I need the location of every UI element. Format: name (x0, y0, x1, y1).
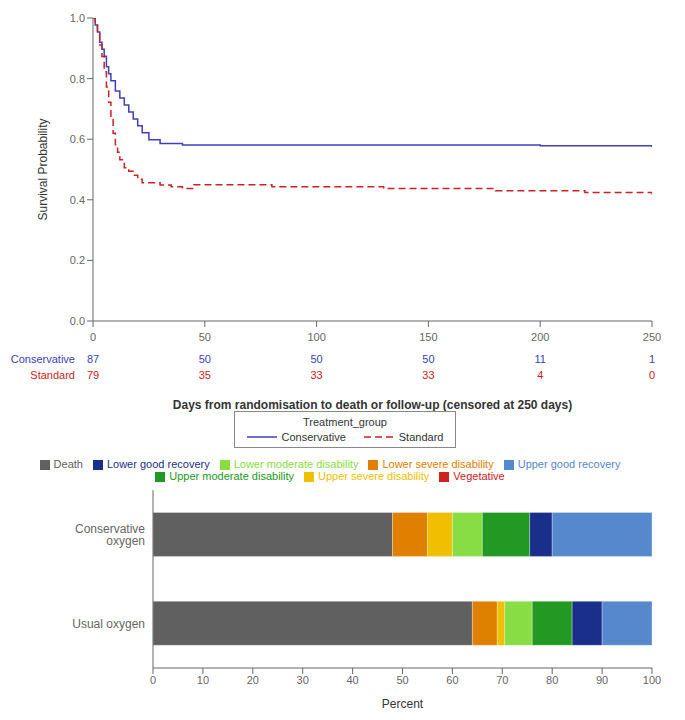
svg-text:50: 50 (310, 353, 322, 365)
svg-text:0: 0 (90, 331, 96, 343)
svg-text:0.2: 0.2 (70, 254, 85, 266)
svg-text:79: 79 (87, 369, 99, 381)
html-text:Standard: Standard (398, 431, 444, 443)
svg-text:50: 50 (199, 331, 211, 343)
svg-text:0.4: 0.4 (70, 194, 85, 206)
svg-text:0: 0 (150, 674, 156, 686)
svg-text:87: 87 (87, 353, 99, 365)
html-text:Vegetative: Vegetative (453, 470, 505, 483)
svg-text:90: 90 (596, 674, 608, 686)
svg-text:50: 50 (422, 353, 434, 365)
svg-text:Standard: Standard (30, 369, 75, 381)
svg-text:Survival Probability: Survival Probability (36, 118, 50, 220)
svg-text:0.8: 0.8 (70, 73, 85, 85)
svg-text:100: 100 (643, 674, 661, 686)
svg-text:40: 40 (346, 674, 358, 686)
html-text:Conservative: Conservative (281, 431, 346, 443)
svg-text:Conservative: Conservative (11, 353, 75, 365)
svg-text:50: 50 (199, 353, 211, 365)
svg-text:30: 30 (297, 674, 309, 686)
svg-text:0: 0 (649, 369, 655, 381)
svg-text:80: 80 (546, 674, 558, 686)
svg-text:250: 250 (643, 331, 661, 343)
html-text:Upper good recovery: Upper good recovery (517, 458, 621, 470)
html-text:Lower severe disability: Lower severe disability (382, 458, 494, 470)
svg-text:1: 1 (649, 353, 655, 365)
svg-text:35: 35 (199, 369, 211, 381)
html-text:Lower moderate disability: Lower moderate disability (233, 458, 359, 470)
svg-text:11: 11 (534, 353, 545, 365)
svg-text:100: 100 (307, 331, 325, 343)
svg-text:10: 10 (197, 674, 209, 686)
svg-text:Percent: Percent (382, 697, 424, 711)
html-text:Treatment_group: Treatment_group (303, 416, 387, 428)
html-text:Lower good recovery: Lower good recovery (106, 458, 210, 470)
svg-text:Usual oxygen: Usual oxygen (72, 617, 145, 631)
svg-text:Conservativeoxygen: Conservativeoxygen (75, 522, 145, 548)
svg-text:50: 50 (396, 674, 408, 686)
svg-text:0.6: 0.6 (70, 133, 85, 145)
svg-text:0.0: 0.0 (70, 315, 85, 327)
svg-text:70: 70 (496, 674, 508, 686)
html-text:Upper moderate disability: Upper moderate disability (169, 470, 294, 483)
svg-text:33: 33 (422, 369, 434, 381)
svg-text:20: 20 (247, 674, 259, 686)
svg-text:33: 33 (310, 369, 322, 381)
svg-text:4: 4 (537, 369, 543, 381)
svg-text:150: 150 (419, 331, 437, 343)
svg-text:200: 200 (531, 331, 549, 343)
html-text:Upper severe disability: Upper severe disability (318, 470, 430, 483)
svg-text:1.0: 1.0 (70, 12, 85, 24)
svg-text:60: 60 (446, 674, 458, 686)
svg-text:Days from randomisation to dea: Days from randomisation to death or foll… (173, 398, 572, 412)
html-text:Death: Death (53, 458, 83, 470)
